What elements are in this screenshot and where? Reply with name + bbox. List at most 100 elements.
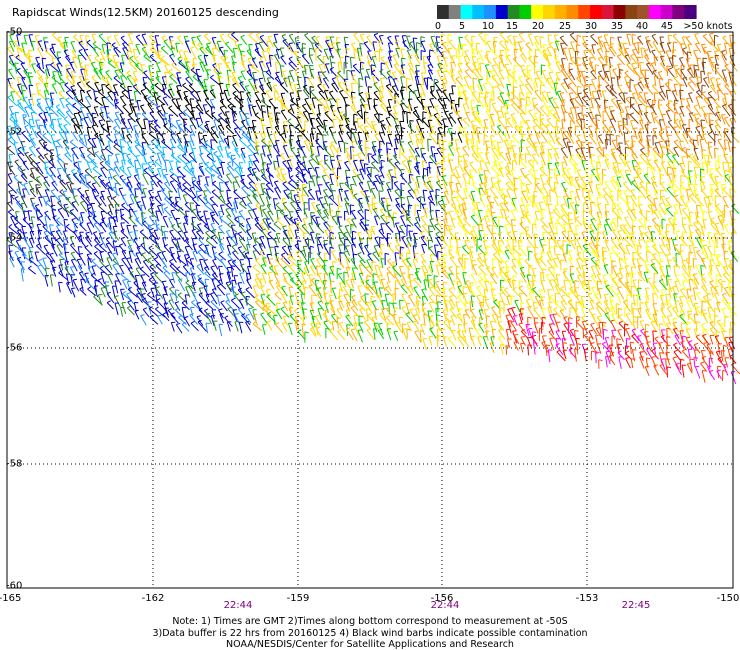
wind-barb xyxy=(122,106,131,116)
wind-barb xyxy=(590,97,594,109)
wind-barb xyxy=(714,55,718,66)
wind-barb-flag xyxy=(192,74,197,78)
wind-barb xyxy=(261,145,266,157)
wind-barb xyxy=(379,121,387,130)
wind-barb xyxy=(234,41,240,53)
wind-barb-flag xyxy=(122,41,127,45)
wind-barb-flag xyxy=(484,126,489,129)
wind-barb xyxy=(588,126,594,138)
wind-barb xyxy=(707,105,717,117)
wind-barb-flag xyxy=(254,112,259,116)
wind-barb xyxy=(724,93,728,106)
wind-barb-flag xyxy=(337,81,342,85)
wind-barb-flag xyxy=(682,124,687,126)
wind-barb xyxy=(301,194,305,205)
wind-barb xyxy=(321,72,330,82)
wind-barb-flag xyxy=(94,195,99,198)
wind-barb-flag xyxy=(35,166,40,170)
wind-barb-flag xyxy=(258,41,264,44)
wind-barb xyxy=(135,44,141,55)
wind-barb xyxy=(693,167,697,179)
wind-barb-flag xyxy=(324,159,329,162)
wind-barb xyxy=(387,134,393,147)
wind-barb-flag xyxy=(239,137,244,141)
wind-barb xyxy=(241,133,251,142)
wind-barb-flag xyxy=(525,103,530,106)
wind-barb xyxy=(448,41,457,51)
wind-barb xyxy=(28,76,32,87)
wind-barb xyxy=(661,114,666,127)
wind-barb-flag xyxy=(414,165,419,168)
wind-barb xyxy=(329,174,333,185)
wind-barb xyxy=(519,85,524,97)
wind-barb xyxy=(189,47,197,59)
wind-barb-flag xyxy=(184,57,189,60)
wind-barb xyxy=(539,168,548,177)
wind-barb-flag xyxy=(363,41,368,44)
wind-barb-flag xyxy=(661,195,666,198)
wind-barb-flag xyxy=(79,62,84,66)
wind-barb xyxy=(30,162,40,172)
wind-barb xyxy=(365,93,369,103)
wind-barb xyxy=(191,41,199,52)
wind-barb-flag xyxy=(458,155,463,158)
wind-barb-flag xyxy=(7,46,12,49)
wind-barb xyxy=(280,110,288,120)
wind-barb-flag xyxy=(695,117,700,121)
wind-barb xyxy=(280,134,287,144)
wind-barb-flag xyxy=(246,92,251,94)
wind-barb xyxy=(491,148,500,160)
wind-barb-flag xyxy=(528,109,533,112)
wind-barb xyxy=(419,132,424,144)
wind-barb xyxy=(629,147,638,159)
wind-barb xyxy=(29,139,36,149)
wind-barb xyxy=(268,118,273,130)
wind-barb xyxy=(80,154,89,163)
wind-barb-flag xyxy=(448,145,453,147)
wind-barb xyxy=(105,71,113,81)
wind-barb-flag xyxy=(715,67,720,70)
wind-barb-flag xyxy=(581,176,586,179)
wind-barb xyxy=(141,64,144,74)
wind-barb xyxy=(304,98,312,111)
wind-barb-flag xyxy=(407,169,412,172)
wind-barb xyxy=(90,161,99,169)
wind-barb-flag xyxy=(308,159,313,162)
wind-barb xyxy=(665,104,674,113)
wind-barb xyxy=(63,163,67,173)
wind-barb xyxy=(120,75,126,89)
wind-barb-flag xyxy=(605,134,610,136)
wind-barb-flag xyxy=(240,147,245,150)
wind-barb xyxy=(73,113,80,126)
wind-barb xyxy=(497,147,501,158)
wind-barb-flag xyxy=(83,116,89,119)
wind-barb-flag xyxy=(358,197,363,200)
wind-barb-flag xyxy=(205,109,210,114)
wind-barb xyxy=(491,166,500,176)
wind-barb xyxy=(422,190,426,202)
wind-barb-flag xyxy=(178,59,183,64)
wind-barb-flag xyxy=(472,68,477,71)
wind-barb xyxy=(237,77,244,86)
wind-barb-flag xyxy=(532,159,537,162)
wind-barb xyxy=(506,189,512,200)
wind-barb-flag xyxy=(400,172,405,176)
wind-barb xyxy=(548,141,556,151)
wind-barb xyxy=(122,48,129,60)
wind-barb-flag xyxy=(651,181,657,184)
wind-barb-flag xyxy=(17,165,22,169)
wind-barb-flag xyxy=(568,68,573,71)
wind-barb xyxy=(24,54,32,63)
wind-barb xyxy=(569,107,575,120)
wind-barb-flag xyxy=(421,40,426,43)
wind-barb-flag xyxy=(149,34,153,38)
wind-barb-flag xyxy=(114,101,120,105)
wind-barb-flag xyxy=(707,103,712,107)
wind-barb-flag xyxy=(50,173,55,177)
wind-barb xyxy=(435,36,439,47)
wind-barb-flag xyxy=(604,34,609,36)
wind-barb-flag xyxy=(44,82,49,85)
wind-barb xyxy=(210,85,216,98)
wind-barb-flag xyxy=(472,77,477,80)
wind-barb-flag xyxy=(373,180,378,183)
